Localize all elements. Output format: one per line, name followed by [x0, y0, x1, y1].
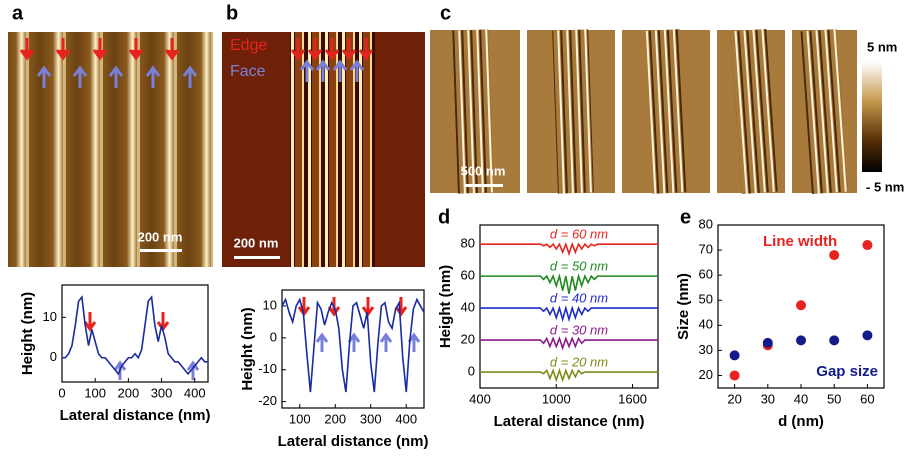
- y-axis-label: Height (nm): [437, 265, 454, 348]
- scale-bar: [140, 249, 182, 252]
- series-label: d = 30 nm: [550, 322, 608, 337]
- x-axis-label: Lateral distance (nm): [494, 413, 645, 430]
- x-tick-label: 1600: [618, 391, 647, 406]
- y-tick-label: 80: [461, 236, 475, 251]
- y-tick-label: 30: [699, 342, 713, 357]
- series-label: d = 50 nm: [550, 259, 608, 274]
- face-arrows: [299, 59, 365, 82]
- panel-label: a: [12, 2, 24, 24]
- x-tick-label: 400: [469, 391, 491, 406]
- scale-bar: [465, 184, 503, 187]
- colorbar-max: 5 nm: [867, 39, 897, 54]
- x-tick-label: 60: [860, 391, 874, 406]
- y-tick-label: 0: [50, 349, 57, 364]
- x-tick-label: 400: [395, 411, 417, 426]
- scale-label: 200 nm: [138, 229, 183, 244]
- x-tick-label: 20: [727, 391, 741, 406]
- scale-label: 200 nm: [234, 235, 279, 250]
- panel-label: b: [226, 2, 238, 24]
- data-point: [729, 370, 740, 381]
- y-tick-label: 50: [699, 292, 713, 307]
- y-tick-label: 40: [699, 317, 713, 332]
- legend-face: Face: [230, 63, 266, 80]
- scale-label: 500 nm: [461, 163, 506, 178]
- data-point: [862, 240, 873, 251]
- x-tick-label: 200: [324, 411, 346, 426]
- panel-label: c: [440, 2, 451, 24]
- x-axis-label: d (nm): [778, 413, 824, 430]
- y-tick-label: 20: [461, 331, 475, 346]
- x-tick-label: 200: [118, 385, 140, 400]
- panel-label: d: [438, 206, 450, 228]
- data-point: [729, 350, 740, 361]
- data-line: [62, 295, 208, 376]
- x-tick-label: 400: [184, 385, 206, 400]
- y-tick-label: 60: [699, 267, 713, 282]
- data-point: [796, 335, 806, 346]
- y-tick-label: 80: [699, 216, 713, 231]
- data-line: [281, 297, 425, 393]
- panel-label: e: [680, 206, 691, 228]
- x-tick-label: 0: [58, 385, 65, 400]
- data-line: [480, 367, 658, 383]
- data-point: [829, 335, 840, 346]
- plot-frame: [479, 224, 659, 389]
- afm-stripes: [290, 32, 375, 267]
- x-tick-label: 1000: [542, 391, 571, 406]
- scale-bar: [234, 256, 280, 259]
- afm-tiles: [430, 28, 857, 195]
- x-tick-label: 100: [289, 411, 311, 426]
- x-axis-label: Lateral distance (nm): [60, 407, 211, 424]
- plot-frame: [61, 284, 209, 383]
- y-axis-label: Height (nm): [239, 307, 256, 390]
- y-tick-label: 70: [699, 242, 713, 257]
- edge-arrows: [290, 38, 374, 61]
- x-tick-label: 300: [151, 385, 173, 400]
- x-tick-label: 30: [761, 391, 775, 406]
- series-label: d = 20 nm: [550, 354, 608, 369]
- x-tick-label: 300: [360, 411, 382, 426]
- x-tick-label: 100: [84, 385, 106, 400]
- series-label: d = 60 nm: [550, 227, 608, 242]
- y-axis-label: Height (nm): [19, 292, 36, 375]
- data-point: [796, 300, 806, 311]
- y-tick-label: 40: [461, 300, 475, 315]
- face-arrows: [36, 65, 198, 88]
- y-axis-label: Size (nm): [675, 273, 692, 340]
- data-line: [480, 241, 658, 257]
- x-tick-label: 50: [827, 391, 841, 406]
- series-label: d = 40 nm: [550, 291, 608, 306]
- data-point: [762, 337, 773, 348]
- legend-label: Gap size: [816, 363, 878, 380]
- colorbar-min: - 5 nm: [866, 179, 904, 194]
- y-tick-label: 10: [263, 297, 277, 312]
- y-tick-label: -20: [258, 393, 277, 408]
- data-line: [480, 305, 658, 323]
- x-axis-label: Lateral distance (nm): [278, 433, 429, 450]
- data-point: [862, 330, 873, 341]
- plot-frame: [281, 289, 425, 409]
- data-line: [480, 336, 658, 351]
- face-arrows: [113, 332, 421, 380]
- y-tick-label: 20: [699, 367, 713, 382]
- y-tick-label: 60: [461, 268, 475, 283]
- y-tick-label: 0: [468, 363, 475, 378]
- data-line: [480, 273, 658, 294]
- y-tick-label: -10: [258, 361, 277, 376]
- edge-arrows: [19, 38, 180, 61]
- legend-edge: Edge: [230, 37, 267, 54]
- colorbar: [862, 62, 882, 172]
- y-tick-label: 10: [43, 309, 57, 324]
- x-tick-label: 40: [794, 391, 808, 406]
- data-point: [829, 250, 840, 261]
- y-tick-label: 0: [270, 329, 277, 344]
- legend-label: Line width: [763, 233, 837, 250]
